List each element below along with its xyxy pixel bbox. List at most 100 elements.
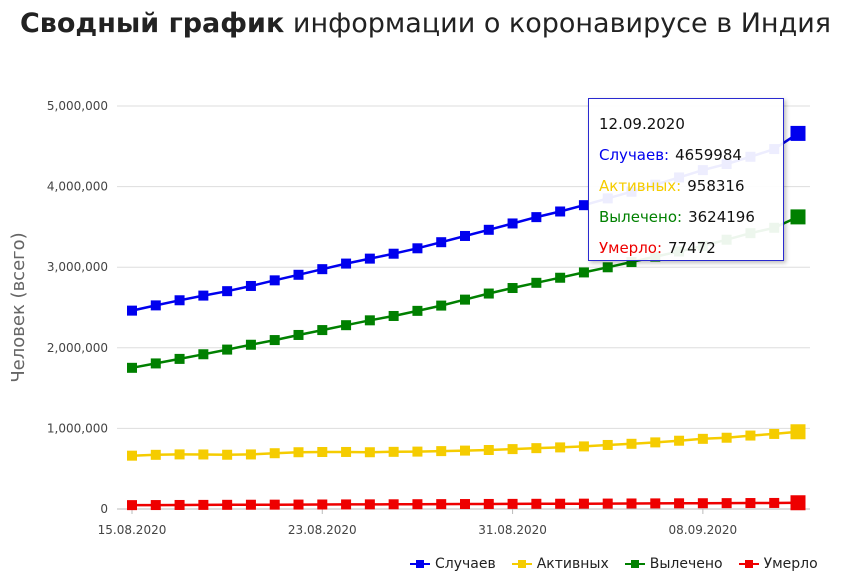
point-deaths <box>341 499 352 510</box>
point-active <box>483 444 494 455</box>
point-recovered <box>507 283 518 294</box>
point-deaths <box>650 498 661 509</box>
point-cases <box>555 206 566 217</box>
point-active <box>697 433 708 444</box>
point-recovered <box>245 339 256 350</box>
point-recovered <box>150 358 161 369</box>
tooltip-label-recovered: Вылечено: <box>599 208 683 226</box>
point-cases <box>245 280 256 291</box>
point-deaths <box>555 498 566 509</box>
point-deaths <box>174 499 185 510</box>
point-active <box>626 438 637 449</box>
point-cases <box>364 253 375 264</box>
y-tick-label: 2,000,000 <box>47 341 108 355</box>
tooltip-value-active: 958316 <box>687 177 745 195</box>
point-active <box>364 447 375 458</box>
point-deaths <box>602 498 613 509</box>
point-active <box>198 449 209 460</box>
point-deaths <box>364 499 375 510</box>
point-cases <box>269 275 280 286</box>
point-cases <box>388 248 399 259</box>
point-active <box>602 439 613 450</box>
point-active <box>507 444 518 455</box>
legend-item-cases[interactable]: Случаев <box>410 556 496 572</box>
point-recovered <box>317 325 328 336</box>
point-deaths <box>483 498 494 509</box>
tooltip-row-active: Активных: 958316 <box>599 171 773 202</box>
x-tick-label: 31.08.2020 <box>478 523 547 537</box>
point-recovered <box>483 288 494 299</box>
chart-title: Сводный график информации о коронавирусе… <box>0 4 851 44</box>
point-deaths <box>721 498 732 509</box>
x-tick-label: 23.08.2020 <box>288 523 357 537</box>
tooltip-label-cases: Случаев: <box>599 146 670 164</box>
point-cases <box>412 243 423 254</box>
y-tick-label: 5,000,000 <box>47 99 108 113</box>
y-tick-label: 4,000,000 <box>47 180 108 194</box>
point-deaths <box>222 499 233 510</box>
point-active <box>341 446 352 457</box>
point-active <box>745 430 756 441</box>
point-cases <box>317 264 328 275</box>
point-deaths <box>626 498 637 509</box>
point-deaths <box>317 499 328 510</box>
legend-item-deaths[interactable]: Умерло <box>738 556 818 572</box>
tooltip-value-deaths: 77472 <box>668 239 716 257</box>
point-active <box>269 448 280 459</box>
chart-title-bold: Сводный график <box>19 8 285 39</box>
tooltip-row-recovered: Вылечено: 3624196 <box>599 202 773 233</box>
tooltip-label-active: Активных: <box>599 177 682 195</box>
point-deaths <box>293 499 304 510</box>
tooltip-label-deaths: Умерло: <box>599 239 663 257</box>
point-deaths <box>412 499 423 510</box>
legend: Случаев Активных Вылечено Умерло <box>410 556 850 572</box>
legend-item-active[interactable]: Активных <box>511 556 609 572</box>
point-cases <box>578 200 589 211</box>
y-axis-label: Человек (всего) <box>8 232 29 382</box>
point-deaths <box>198 499 209 510</box>
point-active <box>317 446 328 457</box>
point-cases <box>341 258 352 269</box>
point-recovered <box>436 300 447 311</box>
tooltip-date: 12.09.2020 <box>599 115 685 133</box>
point-active <box>721 432 732 443</box>
point-recovered <box>626 257 637 268</box>
point-active <box>531 443 542 454</box>
point-cases <box>507 218 518 229</box>
point-recovered <box>555 272 566 283</box>
point-recovered <box>602 262 613 273</box>
point-recovered <box>412 305 423 316</box>
point-deaths <box>436 499 447 510</box>
point-active <box>436 446 447 457</box>
point-cases <box>436 237 447 248</box>
point-active <box>460 445 470 456</box>
point-recovered <box>293 329 304 340</box>
legend-label-active: Активных <box>536 556 609 572</box>
point-recovered <box>790 209 806 225</box>
point-active <box>127 450 137 461</box>
point-cases <box>460 230 470 241</box>
legend-label-recovered: Вылечено <box>649 556 723 572</box>
point-cases <box>174 295 185 306</box>
point-cases <box>293 269 304 280</box>
legend-swatch-deaths <box>738 559 759 569</box>
point-deaths <box>531 498 542 509</box>
y-tick-label: 3,000,000 <box>47 260 108 274</box>
legend-item-recovered[interactable]: Вылечено <box>624 556 723 572</box>
point-recovered <box>269 335 280 346</box>
point-recovered <box>531 277 542 288</box>
point-deaths <box>769 497 780 508</box>
legend-swatch-cases <box>410 559 430 569</box>
point-deaths <box>269 499 280 510</box>
point-active <box>578 441 589 452</box>
point-recovered <box>198 349 209 360</box>
point-active <box>245 449 256 460</box>
point-active <box>388 446 399 457</box>
x-tick-label: 15.08.2020 <box>98 523 167 537</box>
point-deaths <box>388 499 399 510</box>
point-deaths <box>790 495 806 511</box>
point-deaths <box>460 499 470 510</box>
point-recovered <box>341 320 352 331</box>
point-active <box>174 449 185 460</box>
